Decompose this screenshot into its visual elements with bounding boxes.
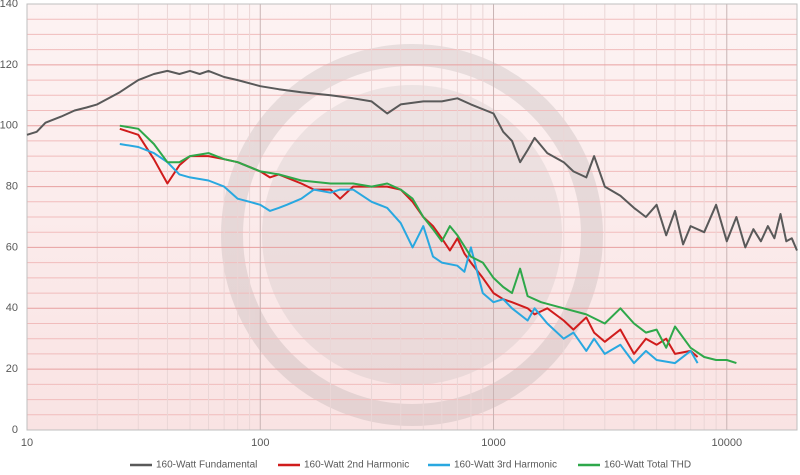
plot-border <box>26 3 798 431</box>
y-tick-label: 140 <box>0 0 18 10</box>
x-tick-label: 1000 <box>481 437 505 449</box>
y-tick-label: 40 <box>6 302 18 314</box>
series-line <box>119 124 737 365</box>
legend-label: 160-Watt 2nd Harmonic <box>304 460 409 470</box>
y-tick-label: 100 <box>0 120 18 132</box>
series-line <box>119 143 699 365</box>
y-tick-label: 20 <box>6 363 18 375</box>
legend-label: 160-Watt Total THD <box>604 460 691 470</box>
x-tick-label: 10000 <box>711 437 742 449</box>
y-tick-label: 120 <box>0 59 18 71</box>
x-tick-label: 100 <box>251 437 269 449</box>
watermark <box>221 44 603 426</box>
legend-label: 160-Watt 3rd Harmonic <box>454 460 557 470</box>
series-line <box>26 69 798 251</box>
x-tick-label: 10 <box>21 437 33 449</box>
y-tick-label: 60 <box>6 241 18 253</box>
legend-label: 160-Watt Fundamental <box>156 460 257 470</box>
y-tick-label: 0 <box>12 424 18 436</box>
y-tick-label: 80 <box>6 180 18 192</box>
